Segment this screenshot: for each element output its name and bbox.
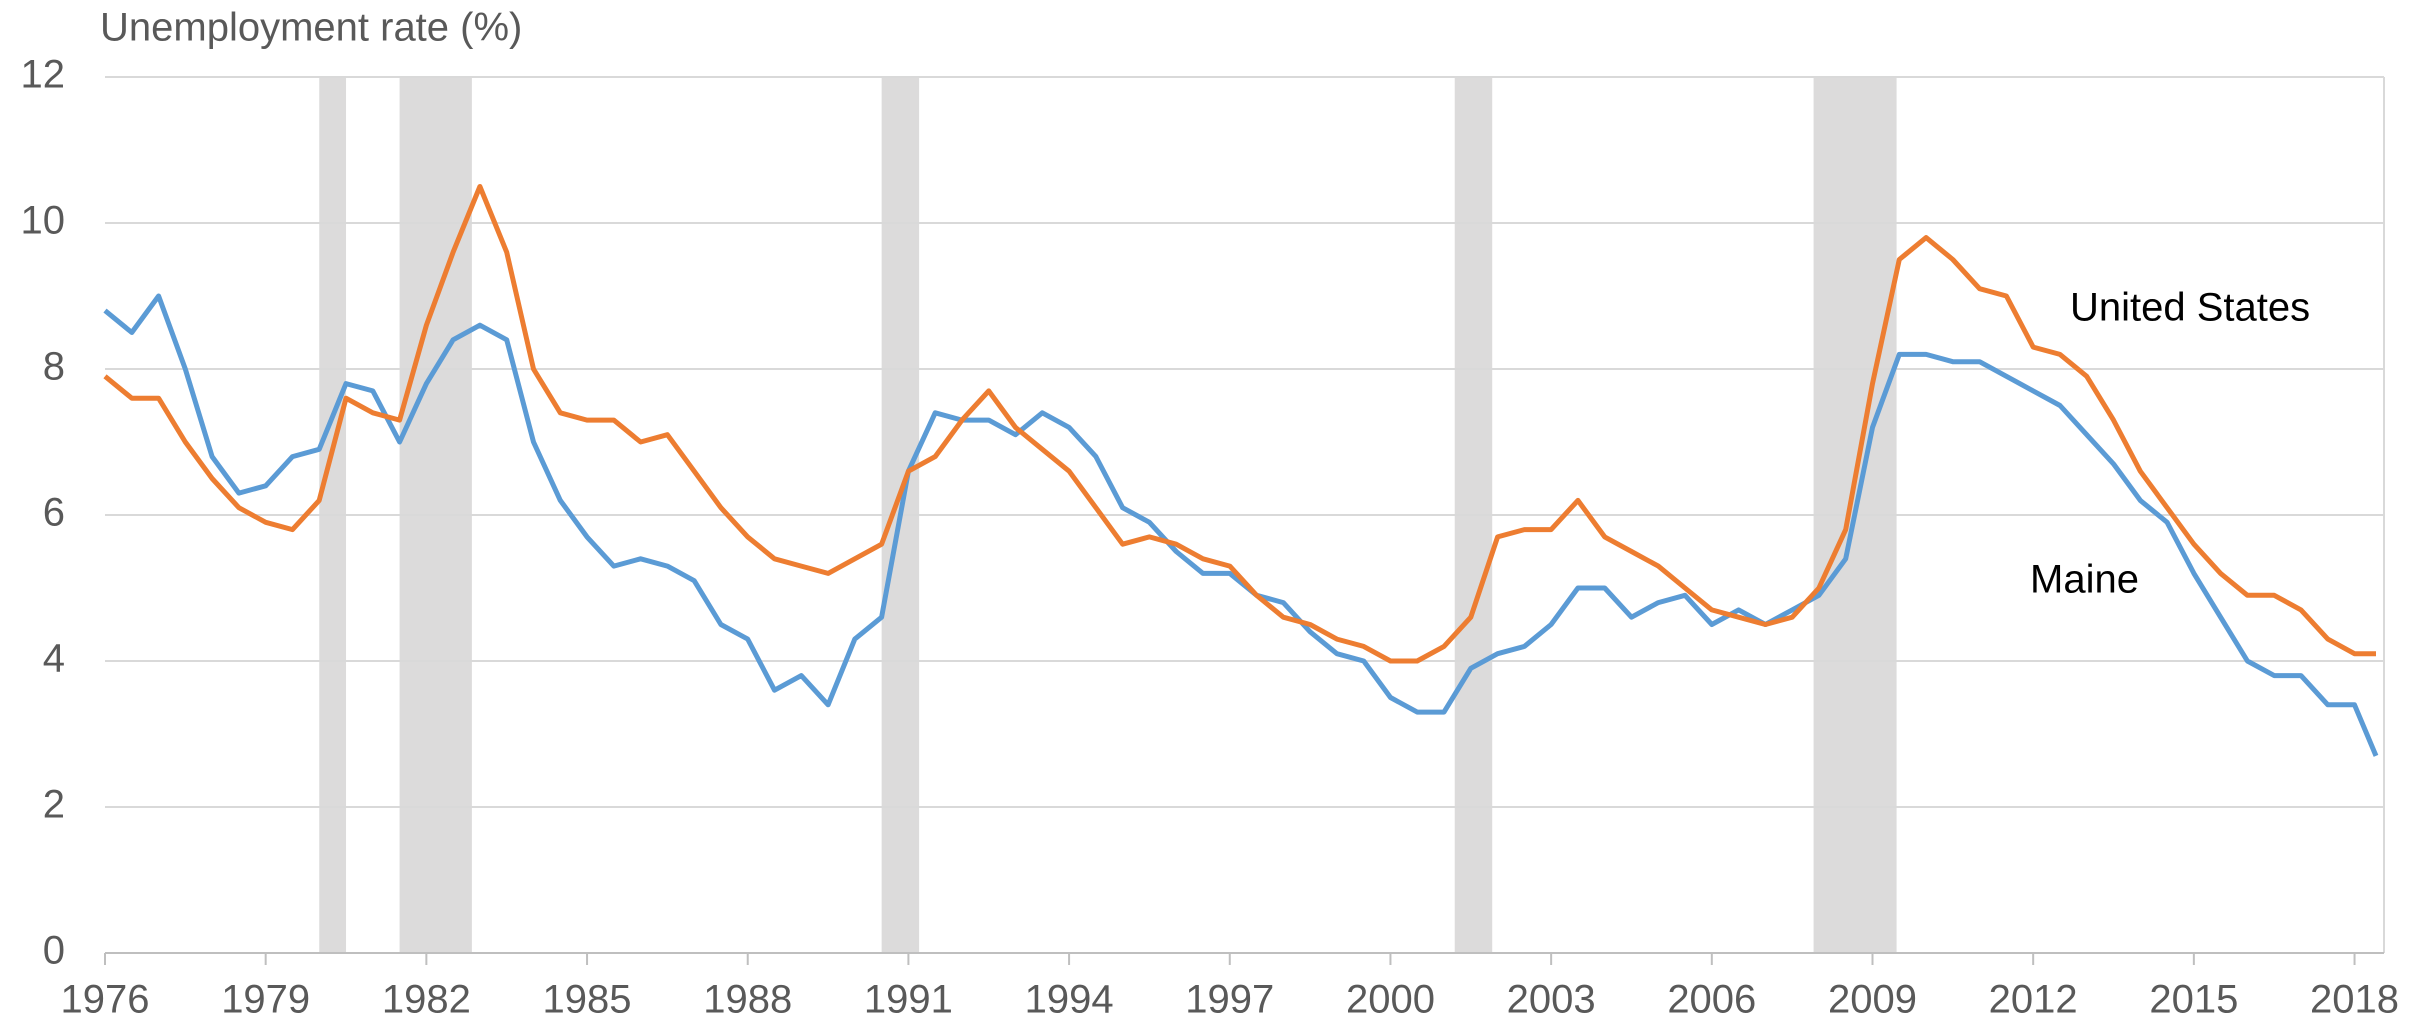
x-tick-label: 1979 xyxy=(221,978,310,1022)
y-tick-label: 2 xyxy=(43,783,65,827)
y-axis-label: Unemployment rate (%) xyxy=(100,6,522,50)
x-tick-label: 2006 xyxy=(1667,978,1756,1022)
x-tick-label: 1982 xyxy=(382,978,471,1022)
y-tick-label: 6 xyxy=(43,491,65,535)
x-tick-label: 1988 xyxy=(703,978,792,1022)
y-tick-label: 4 xyxy=(43,637,65,681)
x-tick-label: 1997 xyxy=(1185,978,1274,1022)
y-tick-label: 10 xyxy=(21,199,66,243)
x-tick-label: 2018 xyxy=(2310,978,2399,1022)
x-tick-label: 2015 xyxy=(2149,978,2238,1022)
series-line xyxy=(103,184,2376,664)
x-tick-label: 1976 xyxy=(61,978,150,1022)
y-tick-label: 8 xyxy=(43,345,65,389)
x-tick-label: 2000 xyxy=(1346,978,1435,1022)
x-tick-label: 2009 xyxy=(1828,978,1917,1022)
y-tick-label: 12 xyxy=(21,53,66,97)
series-label: Maine xyxy=(2030,558,2139,602)
y-tick-label: 0 xyxy=(43,929,65,973)
x-tick-label: 1991 xyxy=(864,978,953,1022)
series-label: United States xyxy=(2070,286,2310,330)
x-tick-label: 2012 xyxy=(1989,978,2078,1022)
x-tick-label: 1985 xyxy=(543,978,632,1022)
x-tick-label: 1994 xyxy=(1025,978,1114,1022)
x-tick-label: 2003 xyxy=(1507,978,1596,1022)
